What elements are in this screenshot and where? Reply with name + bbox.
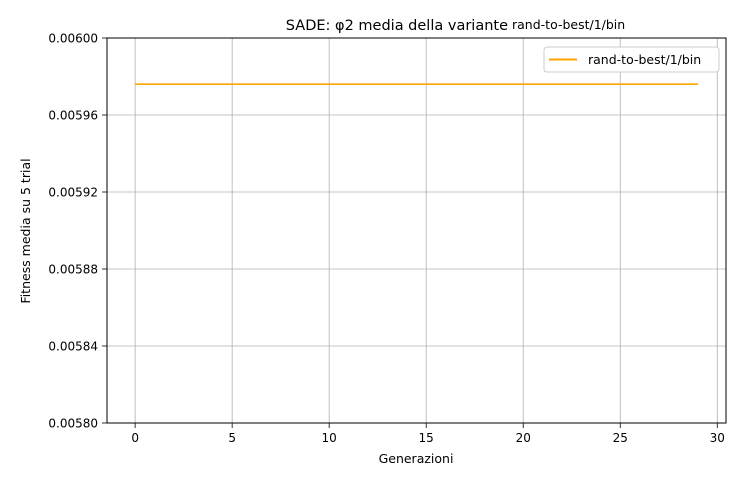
x-tick-label: 25 [613,431,628,445]
x-axis: 0 5 10 15 20 25 30 [131,423,725,445]
y-tick-label: 0.00592 [48,186,98,200]
x-axis-label: Generazioni [379,451,454,466]
y-tick-label: 0.00588 [48,263,98,277]
legend-box [543,46,720,73]
legend-label: rand-to-best/1/bin [588,52,701,67]
y-axis-label: Fitness media su 5 trial [18,158,33,303]
plot-frame [106,37,727,424]
x-tick-label: 30 [710,431,725,445]
x-tick-label: 20 [516,431,531,445]
x-tick-label: 5 [228,431,236,445]
y-tick-label: 0.00584 [48,340,98,354]
chart-title-suffix: rand-to-best/1/bin [512,17,625,32]
y-tick-label: 0.00600 [48,32,98,46]
chart-title: SADE: φ2 media della variante [286,18,508,34]
y-axis: 0.00580 0.00584 0.00588 0.00592 0.00596 0.006… [48,32,107,431]
legend: rand-to-best/1/bin [543,46,720,73]
y-tick-label: 0.00580 [48,417,98,431]
x-tick-label: 15 [419,431,434,445]
x-tick-label: 10 [322,431,337,445]
y-tick-label: 0.00596 [48,109,98,123]
x-tick-label: 0 [131,431,139,445]
